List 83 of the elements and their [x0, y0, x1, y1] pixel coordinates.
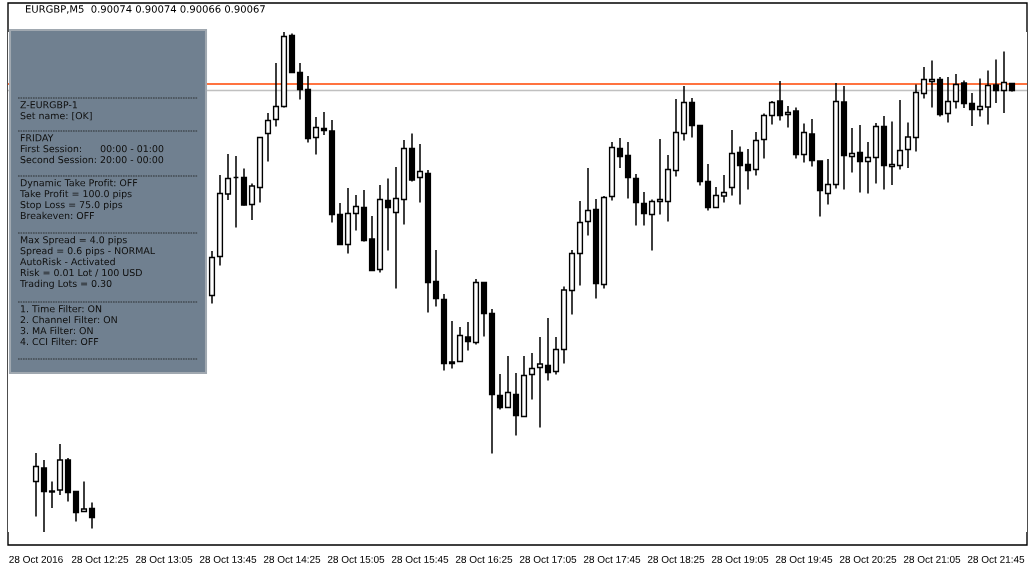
candlestick — [248, 182, 256, 221]
candlestick — [976, 77, 984, 118]
candlestick — [320, 111, 328, 136]
candlestick — [552, 336, 560, 376]
annotation: 1. Time Filter: ON 2. Channel Filter: ON 3. MA Filter: ON 4. CCI Filter: OFF — [20, 305, 117, 346]
candlestick — [856, 124, 864, 194]
candlestick — [544, 317, 552, 382]
x-tick-label: 28 Oct 12:25 — [71, 555, 129, 563]
x-tick-label: 28 Oct 17:05 — [519, 555, 577, 563]
x-tick-label: 28 Oct 19:05 — [711, 555, 769, 563]
candlestick — [464, 321, 472, 352]
candlestick — [224, 153, 232, 201]
candlestick — [848, 127, 856, 174]
candlestick — [656, 138, 664, 216]
candlestick — [800, 122, 808, 164]
candlestick — [688, 97, 696, 139]
chart-title: EURGBP,M5 0.90074 0.90074 0.90066 0.90067 — [25, 5, 265, 14]
candlestick — [48, 480, 56, 509]
candlestick — [80, 480, 88, 513]
annotation: Dynamic Take Profit: OFF Take Profit = 100.0 pips Stop Loss = 75.0 pips Breakeven: OFF — [19, 179, 138, 220]
candlestick — [392, 166, 400, 290]
candlestick — [512, 372, 520, 437]
x-tick-label: 28 Oct 14:25 — [263, 555, 321, 563]
x-tick-label: 28 Oct 21:45 — [967, 555, 1025, 563]
candlestick — [88, 501, 96, 530]
candlestick — [384, 177, 392, 252]
x-tick-label: 28 Oct 18:25 — [647, 555, 705, 563]
candlestick — [528, 352, 536, 401]
candlestick — [272, 62, 280, 128]
candlestick — [40, 459, 48, 532]
candlestick — [952, 73, 960, 110]
candlestick — [632, 173, 640, 227]
candlestick — [536, 336, 544, 429]
candlestick — [768, 100, 776, 126]
candlestick — [416, 143, 424, 204]
candlestick — [928, 59, 936, 109]
candlestick — [944, 76, 952, 124]
candlestick — [736, 145, 744, 206]
candlestick — [1000, 50, 1008, 114]
x-tick-label: 28 Oct 20:25 — [839, 555, 897, 563]
x-tick-label: 28 Oct 13:45 — [199, 555, 257, 563]
x-tick-label: 28 Oct 16:25 — [455, 555, 513, 563]
candlestick — [72, 490, 80, 523]
candlestick — [352, 194, 360, 232]
candlestick — [896, 99, 904, 171]
x-tick-label: 28 Oct 15:45 — [391, 555, 449, 563]
candlestick — [264, 112, 272, 163]
x-tick-label: 28 Oct 2016 — [9, 555, 63, 563]
candlestick — [984, 69, 992, 126]
candlestick — [784, 105, 792, 129]
candlestick — [504, 355, 512, 409]
x-tick-label: 28 Oct 15:05 — [327, 555, 385, 563]
candlestick — [888, 120, 896, 186]
candlestick — [824, 158, 832, 206]
candlestick — [720, 174, 728, 204]
candlestick — [448, 320, 456, 370]
x-tick-label: 28 Oct 13:05 — [135, 555, 193, 563]
candlestick — [920, 66, 928, 100]
candlestick — [864, 141, 872, 195]
candlestick — [432, 249, 440, 308]
candlestick — [992, 58, 1000, 104]
candlestick — [648, 198, 656, 252]
annotation: Z-EURGBP-1 Set name: [OK] — [20, 101, 92, 121]
candlestick — [960, 79, 968, 109]
candlestick — [760, 112, 768, 160]
x-tick-label: 28 Oct 21:05 — [903, 555, 961, 563]
candlestick — [904, 121, 912, 169]
annotation: FRIDAY First Session: 00:00 - 01:00 Second Session: 20:00 - 00:00 — [20, 134, 164, 164]
candlestick — [616, 137, 624, 169]
candlestick — [312, 116, 320, 156]
x-tick-label: 28 Oct 19:45 — [775, 555, 833, 563]
candlestick — [496, 373, 504, 411]
candlestick — [32, 452, 40, 518]
candlestick — [296, 62, 304, 101]
annotation: Max Spread = 4.0 pips Spread = 0.6 pips - NORMAL AutoRisk - Activated Risk = 0.01 Lot / 100 USD Trading Lots = 0.30 — [19, 236, 156, 289]
candlestick — [640, 191, 648, 227]
candlestick — [584, 167, 592, 237]
candlestick — [744, 148, 752, 191]
candlestick — [712, 186, 720, 209]
x-tick-label: 28 Oct 17:45 — [583, 555, 641, 563]
candlestick — [968, 92, 976, 127]
candlestick — [776, 80, 784, 122]
candlestick — [624, 141, 632, 200]
